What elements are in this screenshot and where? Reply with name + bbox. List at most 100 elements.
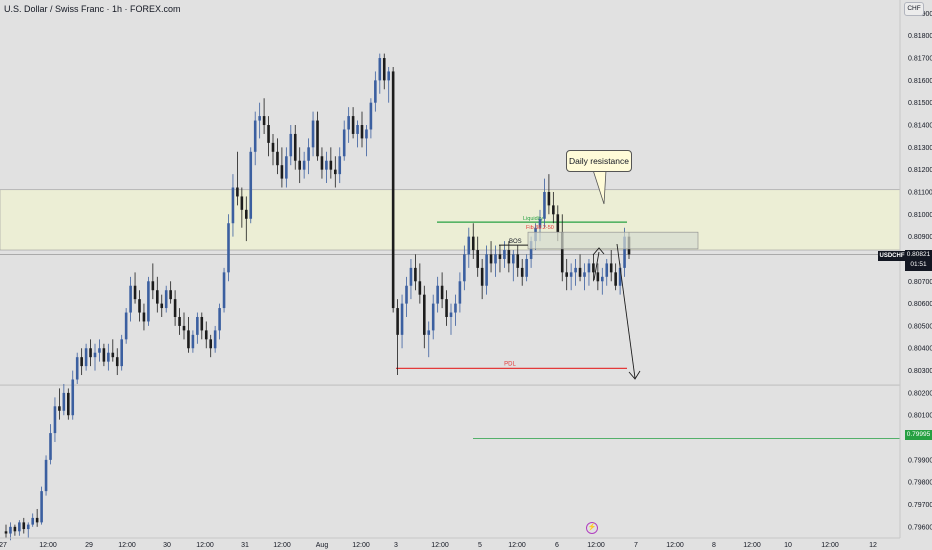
candle xyxy=(476,236,479,277)
candle-body xyxy=(71,379,75,416)
candle xyxy=(298,147,301,184)
candle xyxy=(423,285,426,349)
time-tick-label: 8 xyxy=(712,542,716,549)
candle xyxy=(547,174,551,215)
candle-body xyxy=(173,299,177,317)
candle xyxy=(129,276,132,322)
candle-body xyxy=(231,187,235,224)
candle-body xyxy=(107,352,110,362)
candle-body xyxy=(338,156,342,175)
candle xyxy=(325,151,328,184)
candle-body xyxy=(485,254,488,286)
candle-body xyxy=(494,254,497,264)
candle xyxy=(293,125,297,170)
candle xyxy=(378,53,382,94)
zone-layer xyxy=(0,189,901,251)
event-flash-icon[interactable]: ⚡ xyxy=(586,522,598,534)
candle-body xyxy=(605,263,609,277)
candle-body xyxy=(44,459,48,492)
candle-body xyxy=(476,250,479,268)
candle-body xyxy=(356,125,359,134)
currency-label[interactable]: CHF xyxy=(904,2,924,16)
candle xyxy=(391,66,395,313)
candle xyxy=(334,156,337,188)
candle-body xyxy=(102,348,106,362)
candle xyxy=(142,303,146,331)
price-tick-label: 0.80500 xyxy=(908,323,932,330)
price-tick-label: 0.81100 xyxy=(908,189,932,196)
candle-body xyxy=(80,357,83,367)
candle xyxy=(409,258,413,300)
time-tick-label: 12:00 xyxy=(39,542,57,549)
candle xyxy=(525,254,528,282)
candle-body xyxy=(329,160,333,170)
candle-body xyxy=(13,526,17,532)
candle-body xyxy=(311,120,315,148)
pdl-label: PDL xyxy=(504,361,516,367)
candle-body xyxy=(53,406,57,434)
candle-body xyxy=(520,267,524,277)
candle-body xyxy=(138,299,141,313)
candle-body xyxy=(556,214,560,233)
candle xyxy=(351,107,355,139)
fib-label: Fib 38.2-50 xyxy=(526,225,554,231)
candle xyxy=(347,107,350,143)
candle xyxy=(151,263,155,300)
candle-body xyxy=(18,522,21,532)
candle-body xyxy=(360,125,364,139)
candle-body xyxy=(427,330,431,335)
candle-body xyxy=(316,120,319,157)
candle xyxy=(133,272,137,304)
level-layer: PDL Liquidity xyxy=(0,216,900,440)
candle xyxy=(222,267,226,313)
candle-body xyxy=(200,316,204,331)
candle xyxy=(49,424,52,465)
candle-body xyxy=(498,254,502,259)
candle xyxy=(369,98,373,139)
time-tick-label: 12:00 xyxy=(118,542,136,549)
symbol-tag: USDCHF xyxy=(878,251,906,261)
candle-body xyxy=(240,196,244,210)
candle-body xyxy=(467,236,471,255)
bos-label: BOS xyxy=(509,239,522,245)
candle-body xyxy=(222,272,226,309)
plot-area[interactable] xyxy=(0,0,900,538)
candle xyxy=(436,276,439,313)
candle xyxy=(276,138,279,175)
candle-body xyxy=(454,303,457,313)
candle xyxy=(164,285,168,313)
candle-body xyxy=(334,169,337,175)
candle-body xyxy=(342,129,346,157)
candle-body xyxy=(512,254,515,264)
candle-body xyxy=(258,116,261,121)
candle-body xyxy=(9,526,12,534)
candle xyxy=(569,263,573,291)
candle-body xyxy=(49,433,52,460)
time-tick-label: 12:00 xyxy=(666,542,684,549)
candle-body xyxy=(293,133,297,161)
price-tick-label: 0.81400 xyxy=(908,123,932,130)
daily-resistance-callout[interactable]: Daily resistance xyxy=(566,150,632,172)
time-tick-label: 5 xyxy=(478,542,482,549)
candle-body xyxy=(151,281,155,291)
candle xyxy=(253,111,257,166)
candle-body xyxy=(191,334,195,349)
candle xyxy=(40,486,43,525)
candle xyxy=(204,321,208,349)
candle xyxy=(387,66,390,103)
candle xyxy=(485,245,488,295)
candle xyxy=(463,245,466,291)
candle-body xyxy=(249,151,253,219)
candle xyxy=(35,508,39,527)
candle-body xyxy=(618,267,622,286)
candle-body xyxy=(178,316,181,326)
time-tick-label: 29 xyxy=(85,542,93,549)
candle-body xyxy=(267,125,270,143)
candle-body xyxy=(276,151,279,166)
time-tick-label: Aug xyxy=(316,542,329,549)
time-tick-label: 10 xyxy=(784,542,792,549)
candle-body xyxy=(538,218,542,228)
candle xyxy=(58,388,61,420)
